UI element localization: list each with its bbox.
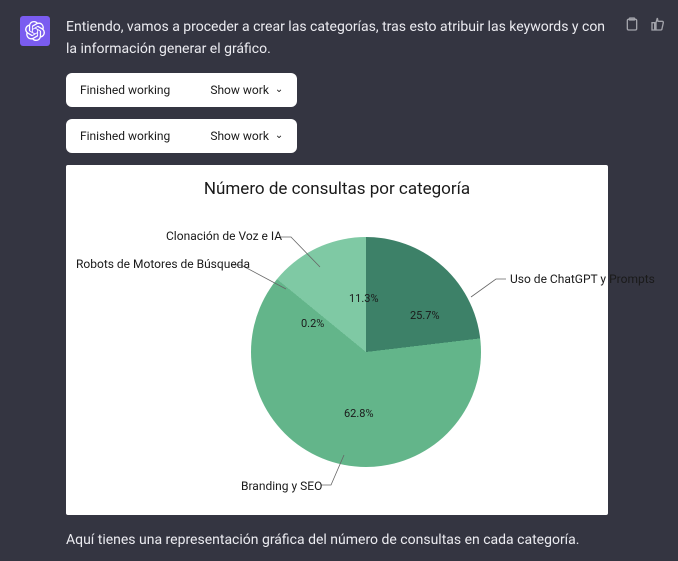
chevron-down-icon: ⌄ [275, 130, 283, 141]
thumbs-up-icon[interactable] [650, 16, 666, 32]
category-label: Clonación de Voz e IA [166, 229, 282, 243]
work-status: Finished working [80, 83, 170, 97]
chart-title: Número de consultas por categoría [76, 179, 598, 199]
code-work-block[interactable]: Finished working Show work ⌄ [66, 119, 297, 153]
code-work-block[interactable]: Finished working Show work ⌄ [66, 73, 297, 107]
assistant-message: Entiendo, vamos a proceder a crear las c… [0, 0, 678, 561]
category-label: Uso de ChatGPT y Prompts [510, 272, 655, 286]
pct-label: 25.7% [410, 309, 440, 322]
pct-label: 62.8% [344, 407, 374, 420]
pie-chart-output: Número de consultas por categoría 25.7% … [66, 165, 608, 515]
show-work-label: Show work [210, 83, 269, 97]
message-content: Entiendo, vamos a proceder a crear las c… [66, 16, 608, 551]
clipboard-icon[interactable] [624, 16, 640, 32]
chatgpt-logo-icon [25, 21, 45, 41]
chevron-down-icon: ⌄ [275, 84, 283, 95]
show-work-label: Show work [210, 129, 269, 143]
pct-label: 11.3% [349, 292, 379, 305]
leader-lines [76, 207, 598, 497]
category-label: Branding y SEO [241, 479, 322, 493]
assistant-avatar [20, 16, 50, 46]
pct-label: 0.2% [301, 317, 324, 330]
footer-paragraph: Aquí tienes una representación gráfica d… [66, 529, 608, 551]
work-status: Finished working [80, 129, 170, 143]
show-work-toggle[interactable]: Show work ⌄ [210, 83, 283, 97]
chart-body: 25.7% 11.3% 0.2% 62.8% Uso de ChatGPT y … [76, 207, 598, 497]
intro-paragraph: Entiendo, vamos a proceder a crear las c… [66, 16, 608, 61]
category-label: Robots de Motores de Búsqueda [76, 257, 250, 271]
show-work-toggle[interactable]: Show work ⌄ [210, 129, 283, 143]
